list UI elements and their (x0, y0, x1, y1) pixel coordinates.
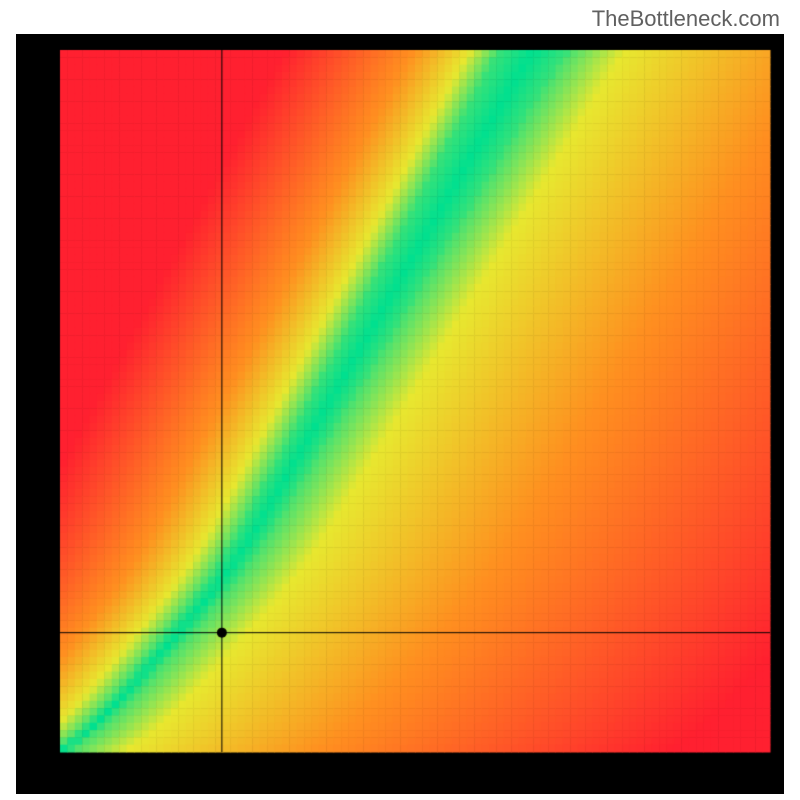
watermark-text: TheBottleneck.com (592, 6, 780, 32)
bottleneck-heatmap-chart (16, 34, 784, 794)
chart-canvas (16, 34, 784, 794)
